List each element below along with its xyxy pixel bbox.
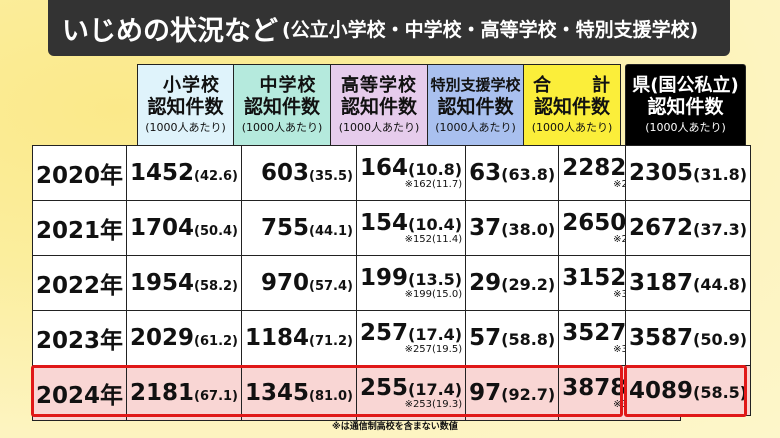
junior-high-cell: 1184(71.2) <box>241 310 357 366</box>
elementary-cell: 2181(67.1) <box>126 365 242 421</box>
high-school-cell: 199(13.5) ※199(15.0) <box>355 255 467 311</box>
table-row: 2023年 2029(61.2) 1184(71.2) 257(17.4) ※25… <box>31 310 681 366</box>
special-support-cell: 57(58.8) <box>465 310 560 366</box>
county-cell: 3187(44.8) <box>624 255 752 311</box>
high-school-cell: 255(17.4) ※253(19.3) <box>355 365 467 421</box>
year-cell: 2022年 <box>31 255 128 311</box>
header-total: 合計 認知件数 (1000人あたり) <box>523 64 621 145</box>
page-title: いじめの状況など <box>62 15 278 47</box>
junior-high-cell: 970(57.4) <box>241 255 357 311</box>
year-cell: 2020年 <box>31 145 128 201</box>
header-county: 県(国公私立) 認知件数 (1000人あたり) <box>625 64 746 145</box>
footnote: ※は通信制高校を含まない数値 <box>332 422 458 432</box>
year-cell: 2021年 <box>31 200 128 256</box>
county-cell: 3587(50.9) <box>624 310 752 366</box>
table-row: 2021年 1704(50.4) 755(44.1) 154(10.4) ※152… <box>31 200 681 256</box>
table-row: 3587(50.9) <box>624 310 752 366</box>
header-junior-high: 中学校 認知件数 (1000人あたり) <box>233 64 331 145</box>
county-cell: 4089(58.5) <box>624 365 752 416</box>
table-row: 2022年 1954(58.2) 970(57.4) 199(13.5) ※199… <box>31 255 681 311</box>
elementary-cell: 2029(61.2) <box>126 310 242 366</box>
table-row-highlighted: 4089(58.5) <box>624 365 752 416</box>
high-school-cell: 257(17.4) ※257(19.5) <box>355 310 467 366</box>
high-school-cell: 154(10.4) ※152(11.4) <box>355 200 467 256</box>
junior-high-cell: 755(44.1) <box>241 200 357 256</box>
special-support-cell: 97(92.7) <box>465 365 560 421</box>
elementary-cell: 1452(42.6) <box>126 145 242 201</box>
table-row-highlighted: 2024年 2181(67.1) 1345(81.0) 255(17.4) ※25… <box>31 365 681 421</box>
county-cell: 2305(31.8) <box>624 145 752 201</box>
elementary-cell: 1704(50.4) <box>126 200 242 256</box>
header-high-school: 高等学校 認知件数 (1000人あたり) <box>330 64 428 145</box>
title-bar: いじめの状況など (公立小学校・中学校・高等学校・特別支援学校) <box>48 0 730 56</box>
bullying-table: 2020年 1452(42.6) 603(35.5) 164(10.8) ※162… <box>31 145 681 421</box>
header-special-support: 特別支援学校 認知件数 (1000人あたり) <box>427 64 524 145</box>
header-elementary: 小学校 認知件数 (1000人あたり) <box>137 64 234 145</box>
table-row: 2020年 1452(42.6) 603(35.5) 164(10.8) ※162… <box>31 145 681 201</box>
special-support-cell: 63(63.8) <box>465 145 560 201</box>
table-row: 2672(37.3) <box>624 200 752 256</box>
year-cell: 2024年 <box>31 365 128 421</box>
special-support-cell: 37(38.0) <box>465 200 560 256</box>
high-school-cell: 164(10.8) ※162(11.7) <box>355 145 467 201</box>
special-support-cell: 29(29.2) <box>465 255 560 311</box>
county-table: 2305(31.8) 2672(37.3) 3187(44.8) 3587(50… <box>624 145 752 416</box>
page-subtitle: (公立小学校・中学校・高等学校・特別支援学校) <box>282 18 699 41</box>
table-row: 2305(31.8) <box>624 145 752 201</box>
junior-high-cell: 1345(81.0) <box>241 365 357 421</box>
year-cell: 2023年 <box>31 310 128 366</box>
elementary-cell: 1954(58.2) <box>126 255 242 311</box>
county-cell: 2672(37.3) <box>624 200 752 256</box>
junior-high-cell: 603(35.5) <box>241 145 357 201</box>
table-row: 3187(44.8) <box>624 255 752 311</box>
